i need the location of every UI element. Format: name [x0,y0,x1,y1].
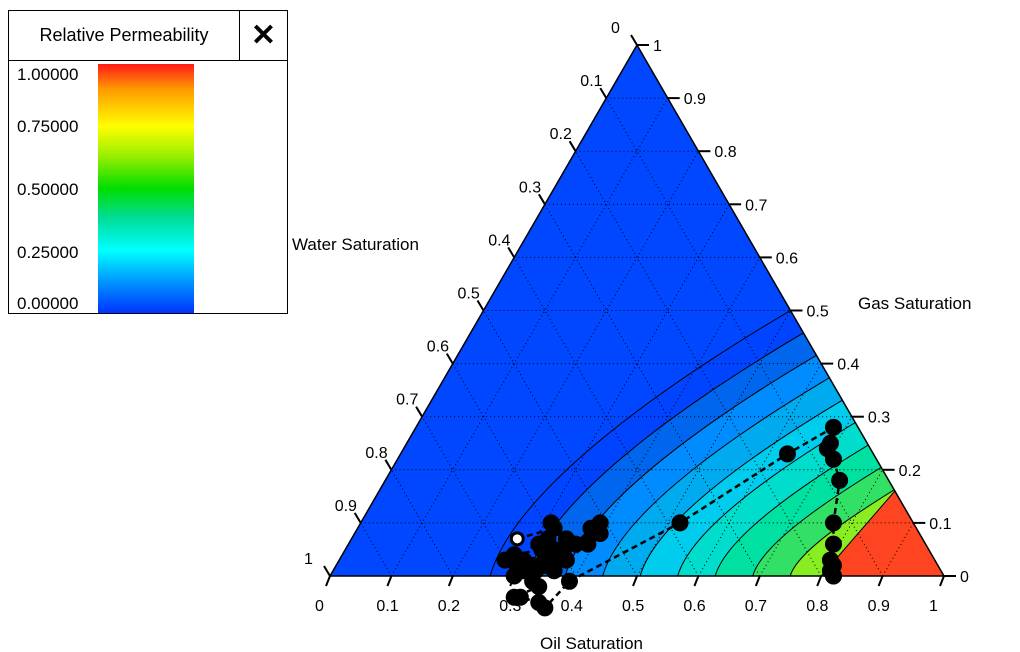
oil-tick [325,575,331,587]
oil-tick-label: 0.5 [622,598,644,615]
legend-color-bar [98,64,194,313]
water-tick [323,565,331,577]
oil-tick-label: 0.2 [438,598,460,615]
oil-tick-label: 0.9 [868,598,890,615]
data-point [545,562,563,580]
gas-tick-label: 0.7 [745,197,767,214]
legend-tick: 1.00000 [17,65,79,84]
data-points [496,418,849,617]
grid-line [452,150,699,576]
legend-tick: 0.25000 [17,243,79,262]
water-tick-label: 0.5 [458,286,480,303]
water-tick-label: 0.9 [335,498,357,515]
data-point [671,514,689,532]
water-tick-label: 0.8 [365,445,387,462]
legend-tick: 0.50000 [17,180,79,199]
legend-header: Relative Permeability ✕ [9,11,287,61]
legend-tick: 0.00000 [17,294,79,313]
axis-ticks: 0000.10.10.10.20.20.20.30.30.30.40.40.40… [304,20,969,615]
oil-tick-label: 0.6 [683,598,705,615]
gas-tick-label: 0.3 [868,410,890,427]
data-point [824,450,842,468]
oil-tick [693,575,700,587]
data-point [508,562,526,580]
oil-tick [447,575,454,587]
oil-tick [386,575,393,587]
grid-line [605,97,884,576]
water-tick [353,512,362,524]
water-tick-label: 0.1 [580,73,602,90]
grid-line [759,416,853,576]
data-point [557,551,575,569]
grid-line [421,416,515,576]
water-axis-label: Water Saturation [292,235,419,254]
grid-line [697,363,822,576]
gas-tick-label: 0 [960,569,969,586]
grid-line [390,97,669,576]
water-tick-label: 0 [611,20,620,37]
water-tick-label: 1 [304,551,313,568]
data-point [542,514,560,532]
water-tick [415,406,423,418]
grid-line [575,150,822,576]
gas-tick-label: 0.5 [807,304,829,321]
oil-tick [877,575,884,587]
water-tick-label: 0.7 [396,392,418,409]
water-tick [538,193,546,205]
data-point [778,445,796,463]
close-icon[interactable]: ✕ [239,11,287,60]
data-point [824,514,842,532]
legend-tick: 0.75000 [17,117,79,136]
gas-tick-label: 0.8 [714,144,736,161]
gas-tick-label: 0.9 [684,91,706,108]
grid-line [513,257,699,576]
oil-tick-label: 0.4 [561,598,583,615]
oil-tick-label: 0.1 [376,598,398,615]
gas-axis-label: Gas Saturation [858,294,971,313]
water-tick-label: 0.4 [488,232,510,249]
grid-line [390,469,454,576]
water-tick [445,353,454,365]
oil-tick [754,575,761,587]
oil-tick [939,575,945,587]
data-point [536,546,554,564]
gas-tick-label: 1 [653,38,662,55]
water-tick [568,140,577,152]
data-point [824,567,842,585]
data-point [509,531,525,547]
data-point [824,418,842,436]
oil-tick-label: 0.7 [745,598,767,615]
legend-panel: Relative Permeability ✕ 1.00000 0.75000 … [8,10,288,314]
gas-tick-label: 0.4 [837,357,859,374]
oil-tick-label: 0.8 [806,598,828,615]
data-point [496,551,514,569]
water-tick-label: 0.3 [519,179,541,196]
water-tick-label: 0.2 [550,126,572,143]
data-point [591,525,609,543]
oil-tick [816,575,823,587]
water-tick [507,246,516,258]
data-point [530,578,548,596]
data-point [560,572,578,590]
oil-tick-label: 1 [929,598,938,615]
water-tick [476,299,485,312]
data-point [536,599,554,617]
oil-tick-label: 0 [315,598,324,615]
legend-title: Relative Permeability [39,25,209,45]
gas-tick-label: 0.2 [899,463,921,480]
oil-tick [632,575,638,587]
oil-axis-label: Oil Saturation [540,634,643,652]
water-tick [599,87,608,99]
water-tick [384,459,393,471]
water-tick [630,34,638,46]
data-point [511,588,529,606]
data-point [824,535,842,553]
water-tick-label: 0.6 [427,339,449,356]
gas-tick-label: 0.6 [776,250,798,267]
gas-tick-label: 0.1 [929,516,951,533]
data-point [831,471,849,489]
data-point [579,535,597,553]
